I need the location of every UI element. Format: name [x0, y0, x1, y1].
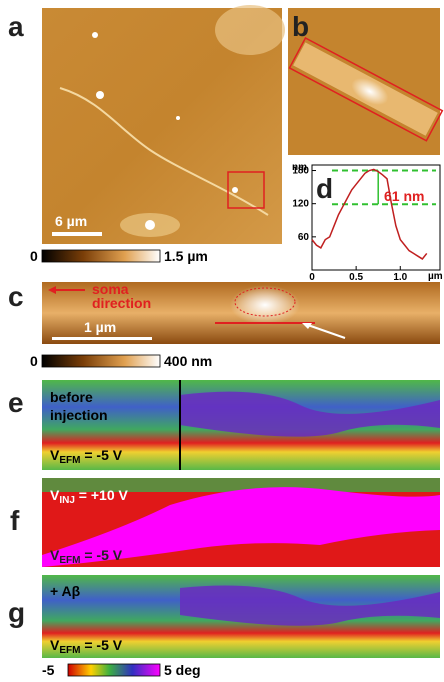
y-tick-label: 180 — [292, 166, 309, 177]
v-rest: = +10 V — [75, 487, 129, 503]
x-tick-label: 1.0 — [393, 272, 407, 283]
colorbar-min: 0 — [30, 248, 38, 264]
colorbar-min: -5 — [42, 662, 55, 678]
axis-unit: µm — [428, 271, 443, 282]
panel-label: e — [8, 387, 24, 418]
colorbar-min: 0 — [30, 353, 38, 369]
panel-text: + Aβ — [50, 583, 81, 599]
colorbar-max: 5 deg — [164, 662, 201, 678]
v-sub: EFM — [59, 455, 80, 466]
panel-label: g — [8, 597, 25, 628]
scale-bar-label: 6 µm — [55, 213, 87, 229]
y-tick-label: 120 — [292, 199, 309, 210]
arrow-text: direction — [92, 295, 151, 311]
x-tick-label: 0 — [309, 272, 315, 283]
scale-bar-label: 1 µm — [84, 319, 116, 335]
v-rest: = -5 V — [80, 447, 122, 463]
v-rest: = -5 V — [80, 637, 122, 653]
x-tick-label: 0.5 — [349, 272, 363, 283]
colorbar-max: 400 nm — [164, 353, 212, 369]
panel-label: b — [292, 11, 309, 42]
panel-text: before — [50, 389, 93, 405]
panel-text: injection — [50, 407, 108, 423]
figure: 6 µm 0 1.5 µm soma direction 1 µm 0 400 … — [0, 0, 444, 682]
panel-label: a — [8, 11, 24, 42]
v-sub: INJ — [59, 495, 75, 506]
panel-label: c — [8, 281, 24, 312]
v-rest: = -5 V — [80, 547, 122, 563]
v-sub: EFM — [59, 645, 80, 656]
colorbar-max: 1.5 µm — [164, 248, 208, 264]
panel-label: d — [316, 173, 333, 204]
y-tick-label: 60 — [298, 232, 310, 243]
v-sub: EFM — [59, 555, 80, 566]
panel-label: f — [10, 505, 20, 536]
